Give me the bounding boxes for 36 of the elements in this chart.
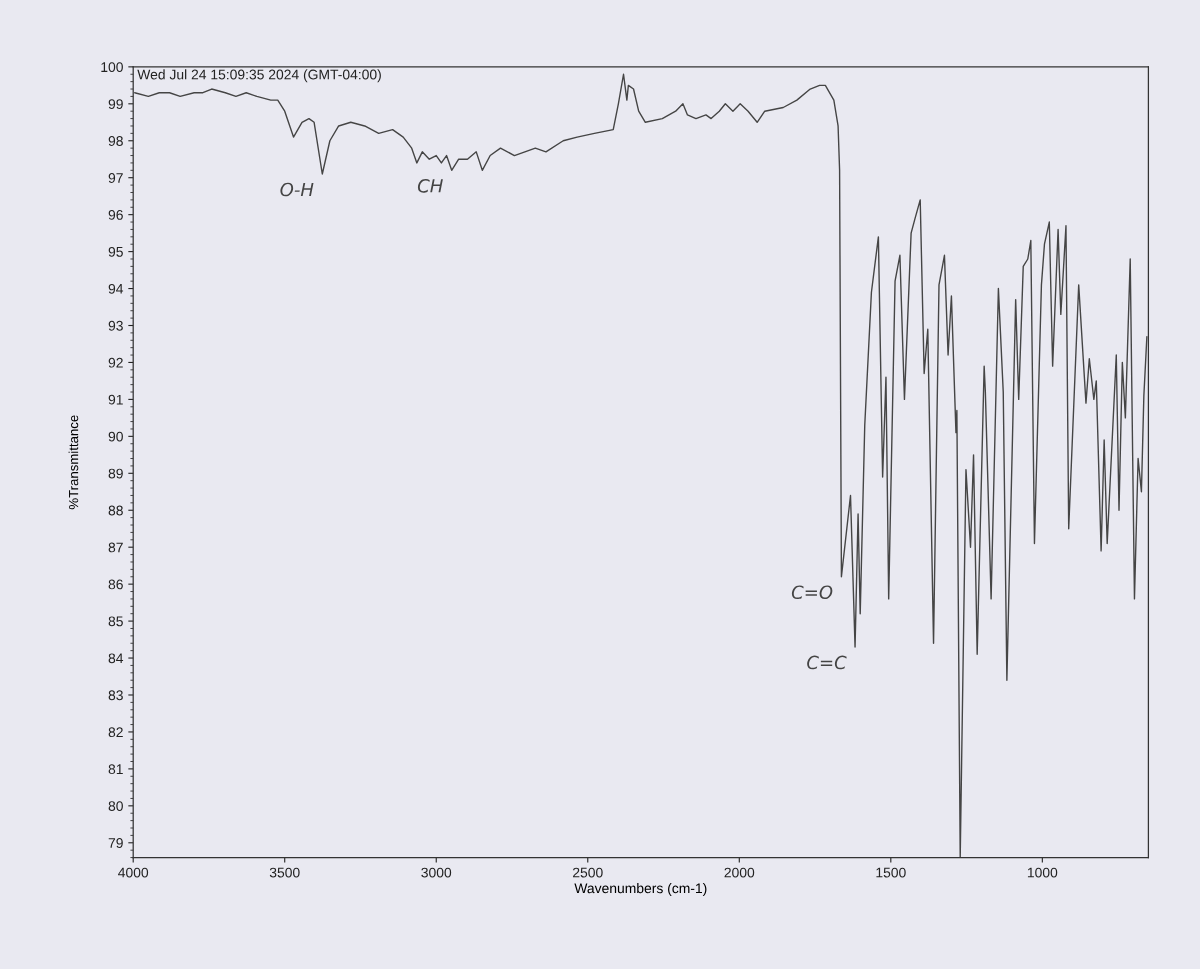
x-tick-label: 4000 (118, 867, 149, 878)
x-tick-label: 3000 (421, 867, 452, 878)
annotation: C=C (807, 655, 847, 670)
chart-title: Wed Jul 24 15:09:35 2024 (GMT-04:00) (137, 69, 381, 83)
y-tick-label: 87 (108, 542, 123, 553)
x-tick-label: 1500 (876, 867, 906, 878)
annotation: O-H (280, 182, 314, 197)
y-tick-label: 82 (108, 727, 123, 738)
y-tick-label: 83 (108, 690, 123, 701)
y-tick-label: 90 (108, 431, 123, 442)
x-axis-title: Wavenumbers (cm-1) (574, 883, 707, 896)
x-tick-label: 2500 (573, 867, 603, 878)
x-tick-label: 2000 (724, 867, 755, 878)
y-tick-label: 99 (108, 99, 123, 109)
y-tick-label: 96 (108, 209, 123, 220)
y-tick-label: 86 (108, 579, 123, 590)
y-tick-label: 98 (108, 136, 123, 146)
y-tick-label: 79 (108, 838, 123, 848)
y-tick-label: 97 (108, 173, 123, 183)
y-tick-label: 94 (108, 283, 124, 294)
x-tick-label: 1000 (1027, 867, 1058, 878)
y-tick-label: 93 (108, 320, 123, 331)
y-tick-label: 84 (108, 653, 124, 664)
y-tick-label: 92 (108, 357, 123, 368)
annotation: C=O (791, 585, 833, 600)
x-tick-label: 3500 (269, 867, 300, 878)
y-tick-label: 81 (108, 764, 123, 775)
y-tick-label: 80 (108, 801, 123, 812)
y-axis-title: %Transmittance (68, 415, 79, 510)
y-tick-label: 100 (101, 62, 123, 73)
y-tick-label: 85 (108, 616, 123, 627)
y-tick-label: 88 (108, 505, 123, 516)
y-tick-label: 95 (108, 246, 123, 257)
annotation: CH (417, 178, 443, 193)
y-tick-label: 89 (108, 468, 123, 479)
y-tick-label: 91 (108, 394, 123, 405)
